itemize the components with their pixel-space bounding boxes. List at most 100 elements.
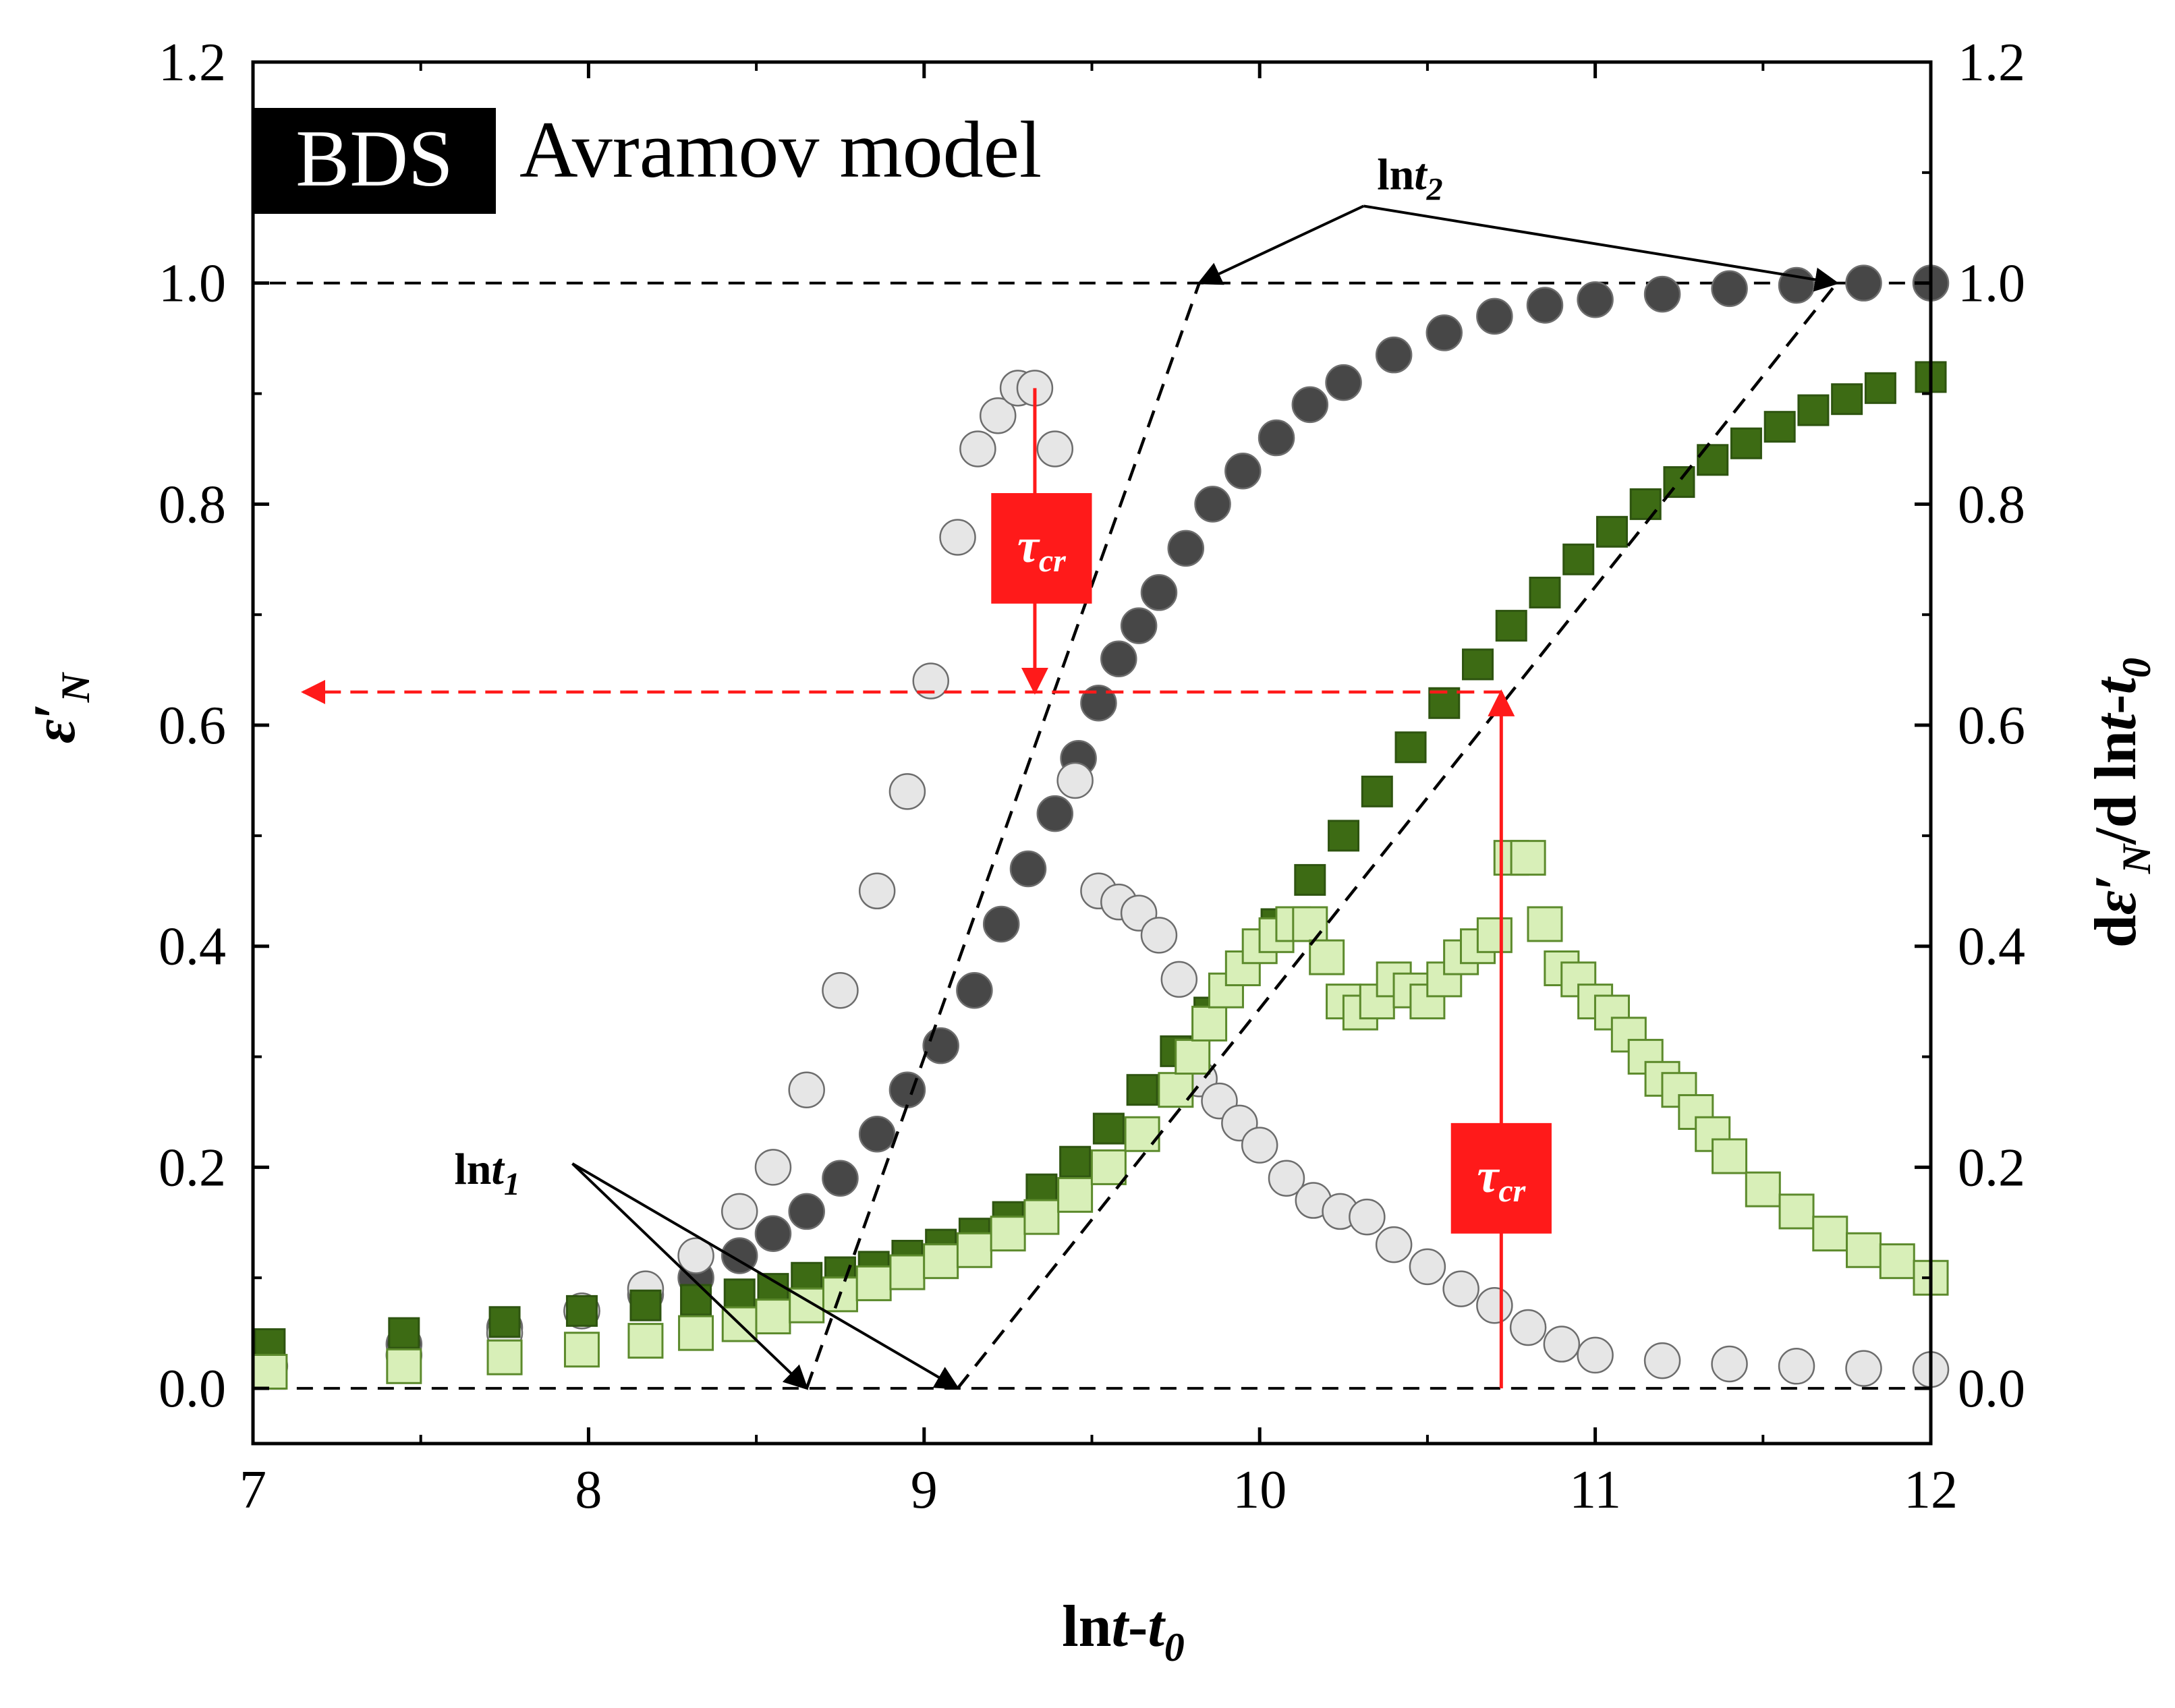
data-point	[858, 872, 896, 910]
data-point	[678, 1315, 714, 1351]
data-point	[1845, 264, 1882, 302]
lnt2-arrow-1	[1363, 204, 1840, 292]
data-point	[1697, 444, 1729, 476]
data-point	[629, 1289, 662, 1321]
y-axis-title-right: dε′N/d lnt-t0	[2083, 658, 2159, 948]
data-point	[1167, 530, 1205, 567]
data-point	[1294, 863, 1326, 896]
data-point	[822, 972, 859, 1009]
data-point	[1442, 1270, 1479, 1307]
y-tick-label-right: 0.2	[1958, 1138, 2025, 1197]
data-point	[1328, 820, 1360, 852]
data-point	[1349, 1198, 1386, 1236]
data-point	[1495, 610, 1527, 642]
y-tick-label-right: 0.6	[1958, 696, 2025, 756]
data-point	[1711, 270, 1748, 308]
data-point	[888, 773, 926, 810]
data-point	[1529, 576, 1561, 608]
data-point	[1224, 452, 1262, 490]
data-point	[1846, 1232, 1882, 1268]
x-tick-label: 11	[1569, 1460, 1621, 1520]
series-1	[251, 370, 1950, 1388]
series-0	[385, 264, 1950, 1363]
data-point	[1763, 411, 1796, 443]
annotations: τcr τcr lnt1 lnt2	[301, 150, 1840, 1390]
data-point	[1643, 275, 1681, 313]
data-point	[1879, 1243, 1915, 1280]
data-point	[627, 1323, 664, 1359]
data-point	[388, 1317, 420, 1349]
data-point	[1745, 1171, 1781, 1207]
data-point	[1036, 795, 1074, 832]
data-point	[1562, 543, 1595, 575]
y-tick-label-left: 0.4	[159, 917, 226, 977]
tau-fast-box	[991, 492, 1092, 604]
data-point	[1258, 419, 1295, 457]
data-point	[1394, 731, 1427, 764]
data-point	[1092, 1112, 1125, 1145]
y-tick-label-left: 0.0	[159, 1359, 226, 1419]
data-points	[251, 264, 1950, 1390]
data-point	[982, 905, 1020, 943]
data-point	[721, 1237, 758, 1274]
data-point	[1191, 1005, 1228, 1042]
data-point	[486, 1339, 523, 1375]
tau-fast-label: τcr	[1017, 519, 1067, 579]
data-point	[1778, 266, 1815, 304]
data-point	[1126, 1074, 1158, 1106]
y-tick-label-left: 0.2	[159, 1138, 226, 1197]
tau-slow-box	[1450, 1122, 1552, 1234]
data-point	[1476, 1286, 1513, 1324]
data-point	[888, 1071, 926, 1108]
data-point	[565, 1294, 598, 1327]
data-point	[1527, 906, 1563, 942]
data-point	[922, 1027, 959, 1064]
data-point	[855, 1265, 892, 1301]
data-point	[1057, 1176, 1094, 1213]
lnt2-arrow-0	[1197, 204, 1365, 285]
data-point	[1375, 1226, 1413, 1263]
data-point	[1510, 840, 1546, 876]
data-point	[1361, 775, 1393, 807]
lnt2-label: lnt2	[1377, 150, 1442, 207]
data-point	[889, 1254, 926, 1290]
data-point	[1595, 515, 1628, 548]
data-point	[721, 1193, 758, 1230]
data-point	[1175, 1039, 1211, 1075]
data-point	[956, 972, 993, 1009]
data-point	[754, 1215, 792, 1252]
y-axis-title-left: ε′N	[22, 671, 98, 743]
data-point	[1712, 1138, 1748, 1174]
x-tick-label: 8	[575, 1460, 602, 1520]
data-point	[1643, 1342, 1681, 1379]
data-point	[1476, 297, 1513, 335]
data-point	[1056, 762, 1094, 799]
data-point	[939, 519, 976, 556]
lnt1-arrow-0	[571, 1162, 809, 1390]
y-tick-label-right: 0.0	[1958, 1359, 2025, 1419]
data-point	[990, 1216, 1026, 1252]
data-point	[1158, 1072, 1194, 1108]
data-point	[1425, 314, 1463, 351]
data-point	[1120, 607, 1158, 644]
data-point	[1577, 1336, 1614, 1374]
x-axis-title: lnt-t0	[1062, 1594, 1185, 1670]
data-point	[754, 1149, 792, 1186]
data-point	[1409, 1248, 1446, 1286]
data-point	[1778, 1193, 1815, 1230]
data-point	[1309, 939, 1345, 975]
data-point	[1797, 394, 1830, 426]
x-tick-label: 10	[1233, 1460, 1287, 1520]
x-tick-label: 12	[1904, 1460, 1958, 1520]
data-point	[1526, 287, 1564, 324]
data-point	[755, 1299, 791, 1335]
data-point	[1629, 488, 1662, 520]
data-point	[923, 1243, 959, 1280]
y-tick-label-right: 0.8	[1958, 475, 2025, 534]
badge-box	[253, 108, 496, 214]
y-tick-label-left: 1.0	[159, 254, 226, 314]
data-point	[1778, 1348, 1815, 1385]
data-point	[1543, 1326, 1581, 1363]
y-tick-label-left: 0.6	[159, 696, 226, 756]
